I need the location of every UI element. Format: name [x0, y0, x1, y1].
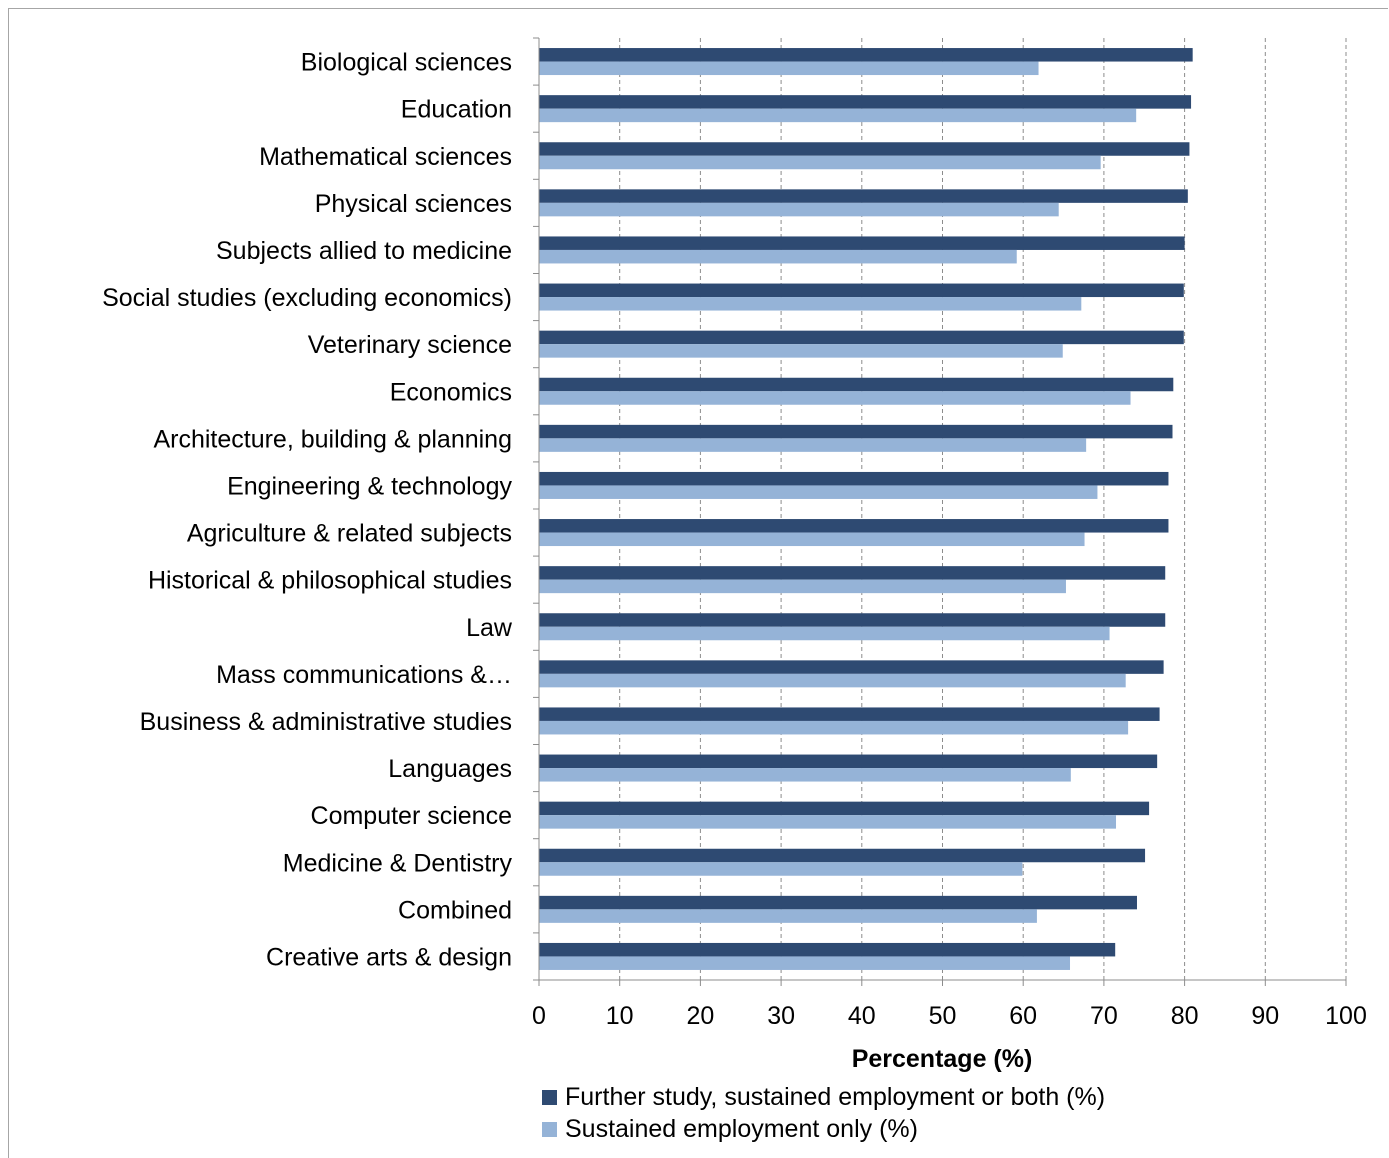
bar-further-study [539, 283, 1184, 298]
category-label: Business & administrative studies [140, 708, 512, 736]
x-tick-label: 40 [848, 1002, 876, 1030]
x-tick-label: 100 [1325, 1002, 1367, 1030]
bar-further-study [539, 660, 1164, 674]
x-tick-label: 10 [606, 1002, 634, 1030]
legend-label: Further study, sustained employment or b… [565, 1083, 1105, 1111]
x-tick-label: 50 [929, 1002, 957, 1030]
bar-sustained-employment [539, 485, 1098, 499]
category-label: Medicine & Dentistry [283, 849, 513, 877]
bar-sustained-employment [539, 391, 1131, 405]
bar-further-study [539, 942, 1116, 957]
bar-further-study [539, 424, 1173, 439]
x-tick-label: 30 [767, 1002, 795, 1030]
bar-sustained-employment [539, 61, 1039, 76]
x-tick-label: 90 [1251, 1002, 1279, 1030]
category-label: Mathematical sciences [259, 143, 512, 171]
bar-further-study [539, 330, 1184, 345]
bar-further-study [539, 566, 1166, 580]
bar-sustained-employment [539, 155, 1101, 170]
bar-sustained-employment [539, 768, 1071, 782]
bar-sustained-employment [539, 626, 1110, 641]
category-label: Computer science [311, 802, 512, 830]
x-tick-label: 80 [1171, 1002, 1199, 1030]
bar-sustained-employment [539, 909, 1037, 923]
bar-further-study [539, 848, 1146, 863]
category-labels: Biological sciences Education Mathematical… [102, 49, 513, 972]
bar-further-study [539, 142, 1190, 156]
bar-sustained-employment [539, 720, 1129, 735]
bar-further-study [539, 377, 1174, 392]
x-tick-label: 20 [686, 1002, 714, 1030]
category-label: Veterinary science [308, 331, 512, 359]
bar-sustained-employment [539, 297, 1082, 311]
legend-item: Further study, sustained employment or b… [542, 1083, 1105, 1111]
category-label: Agriculture & related subjects [187, 520, 512, 548]
bar-further-study [539, 801, 1150, 816]
bar-sustained-employment [539, 202, 1059, 217]
bar-further-study [539, 707, 1160, 721]
bar-sustained-employment [539, 815, 1117, 829]
category-label: Subjects allied to medicine [216, 237, 512, 265]
bar-sustained-employment [539, 108, 1137, 123]
x-axis-title: Percentage (%) [852, 1045, 1033, 1073]
bar-sustained-employment [539, 344, 1063, 358]
category-label: Biological sciences [301, 49, 512, 77]
category-label: Physical sciences [315, 190, 512, 218]
x-tick-label: 60 [1009, 1002, 1037, 1030]
bar-further-study [539, 613, 1166, 627]
category-label: Economics [390, 378, 512, 406]
bar-further-study [539, 48, 1193, 62]
axes [533, 37, 1347, 986]
bar-sustained-employment [539, 532, 1085, 547]
category-label: Mass communications &… [216, 661, 512, 689]
legend-swatch [542, 1122, 557, 1137]
legend: Further study, sustained employment or b… [542, 1083, 1105, 1143]
category-label: Law [466, 614, 513, 642]
bar-sustained-employment [539, 862, 1023, 876]
category-label: Social studies (excluding economics) [102, 284, 512, 312]
bar-sustained-employment [539, 673, 1126, 688]
bar-further-study [539, 519, 1169, 533]
bar-further-study [539, 189, 1188, 203]
bars [539, 48, 1193, 970]
gridlines [619, 38, 1347, 980]
chart-frame [8, 8, 1388, 1158]
category-label: Combined [398, 896, 512, 924]
bar-sustained-employment [539, 956, 1071, 970]
x-tick-label: 70 [1090, 1002, 1118, 1030]
category-label: Education [401, 96, 512, 124]
bar-sustained-employment [539, 579, 1066, 594]
bar-sustained-employment [539, 438, 1087, 452]
legend-swatch [542, 1090, 557, 1105]
bar-further-study [539, 895, 1137, 910]
bar-further-study [539, 754, 1158, 769]
category-label: Engineering & technology [227, 472, 512, 500]
x-tick-labels: 0 10 20 30 40 50 60 70 80 90 100 [532, 1002, 1367, 1030]
category-label: Historical & philosophical studies [148, 567, 512, 595]
bar-further-study [539, 236, 1185, 250]
bar-further-study [539, 471, 1169, 486]
category-label: Languages [388, 755, 512, 783]
x-tick-label: 0 [532, 1002, 546, 1030]
category-label: Creative arts & design [266, 943, 512, 971]
legend-item: Sustained employment only (%) [542, 1115, 918, 1143]
category-label: Architecture, building & planning [153, 425, 512, 453]
bar-sustained-employment [539, 249, 1017, 264]
bar-further-study [539, 95, 1192, 109]
legend-label: Sustained employment only (%) [565, 1115, 918, 1143]
